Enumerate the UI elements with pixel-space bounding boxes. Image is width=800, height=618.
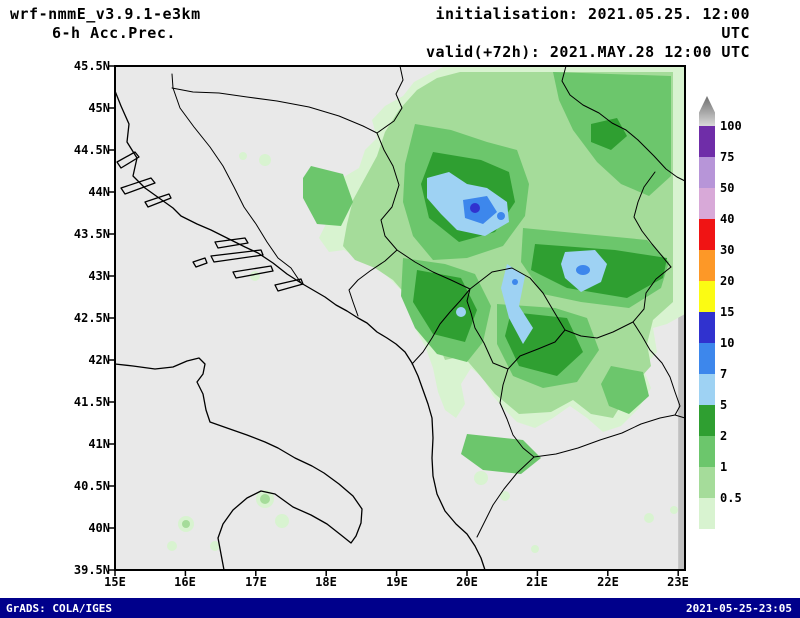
- header-left: wrf-nmmE_v3.9.1-e3km 6-h Acc.Prec.: [10, 5, 201, 43]
- y-tick-label: 40N: [88, 521, 110, 535]
- colorbar-segment: [699, 157, 715, 188]
- y-tick-label: 42N: [88, 353, 110, 367]
- coastlines: [114, 90, 486, 571]
- y-tick-label: 43.5N: [73, 227, 110, 241]
- colorbar-label: 20: [720, 274, 735, 288]
- colorbar-label: 75: [720, 150, 735, 164]
- colorbar-segment: [699, 312, 715, 343]
- y-tick-label: 45N: [88, 101, 110, 115]
- colorbar-segment: [699, 343, 715, 374]
- axis-ticks: [109, 65, 679, 576]
- y-tick-label: 39.5N: [73, 563, 110, 577]
- precip-blue-layer: [463, 196, 590, 285]
- colorbar-label: 15: [720, 305, 735, 319]
- x-tick-label: 20E: [456, 575, 478, 589]
- colorbar-label: 7: [720, 367, 728, 381]
- model-title: wrf-nmmE_v3.9.1-e3km: [10, 5, 201, 23]
- x-tick-label: 17E: [245, 575, 267, 589]
- colorbar-label: 40: [720, 212, 735, 226]
- y-tick-label: 44.5N: [73, 143, 110, 157]
- precip-navy-layer: [470, 203, 480, 213]
- grads-credit: GrADS: COLA/IGES: [6, 601, 112, 615]
- y-tick-label: 41N: [88, 437, 110, 451]
- colorbar-segment: [699, 188, 715, 219]
- colorbar-overflow-arrow: [699, 96, 715, 126]
- colorbar-segment: [699, 467, 715, 498]
- colorbar-segment: [699, 126, 715, 157]
- colorbar-label: 10: [720, 336, 735, 350]
- y-tick-label: 44N: [88, 185, 110, 199]
- colorbar-labels: 100 75 50 40 30 20 15 10 7 5 2 1 0.5: [720, 120, 742, 529]
- y-tick-label: 41.5N: [73, 395, 110, 409]
- map-canvas: [109, 65, 686, 576]
- header-right: initialisation: 2021.05.25. 12:00 UTC va…: [420, 5, 750, 62]
- colorbar-label: 5: [720, 398, 728, 412]
- colorbar-segment: [699, 219, 715, 250]
- colorbar-label: 1: [720, 460, 728, 474]
- colorbar-segment: [699, 436, 715, 467]
- x-tick-label: 19E: [386, 575, 408, 589]
- product-subtitle: 6-h Acc.Prec.: [52, 24, 176, 42]
- x-tick-label: 21E: [526, 575, 548, 589]
- colorbar-label: 0.5: [720, 491, 742, 505]
- country-borders: [171, 65, 686, 538]
- colorbar: 100 75 50 40 30 20 15 10 7 5 2 1 0.5: [699, 96, 742, 529]
- footer-bar: GrADS: COLA/IGES 2021-05-25-23:05: [0, 598, 800, 618]
- x-tick-label: 16E: [174, 575, 196, 589]
- valid-time: valid(+72h): 2021.MAY.28 12:00 UTC: [425, 43, 750, 61]
- x-tick-label: 22E: [597, 575, 619, 589]
- colorbar-segment: [699, 374, 715, 405]
- colorbar-label: 30: [720, 243, 735, 257]
- render-timestamp: 2021-05-25-23:05: [686, 601, 792, 615]
- colorbar-segment: [699, 250, 715, 281]
- colorbar-segment: [699, 281, 715, 312]
- x-tick-label: 18E: [315, 575, 337, 589]
- y-tick-label: 42.5N: [73, 311, 110, 325]
- colorbar-label: 100: [720, 119, 742, 133]
- domain-edge-strip: [678, 66, 685, 570]
- x-tick-label: 23E: [667, 575, 689, 589]
- y-tick-label: 40.5N: [73, 479, 110, 493]
- colorbar-label: 2: [720, 429, 728, 443]
- colorbar-label: 50: [720, 181, 735, 195]
- colorbar-segment: [699, 405, 715, 436]
- init-time: initialisation: 2021.05.25. 12:00 UTC: [435, 5, 750, 42]
- map-frame: [114, 65, 686, 571]
- y-tick-label: 45.5N: [73, 59, 110, 73]
- x-tick-label: 15E: [104, 575, 126, 589]
- y-tick-label: 43N: [88, 269, 110, 283]
- colorbar-segment: [699, 498, 715, 529]
